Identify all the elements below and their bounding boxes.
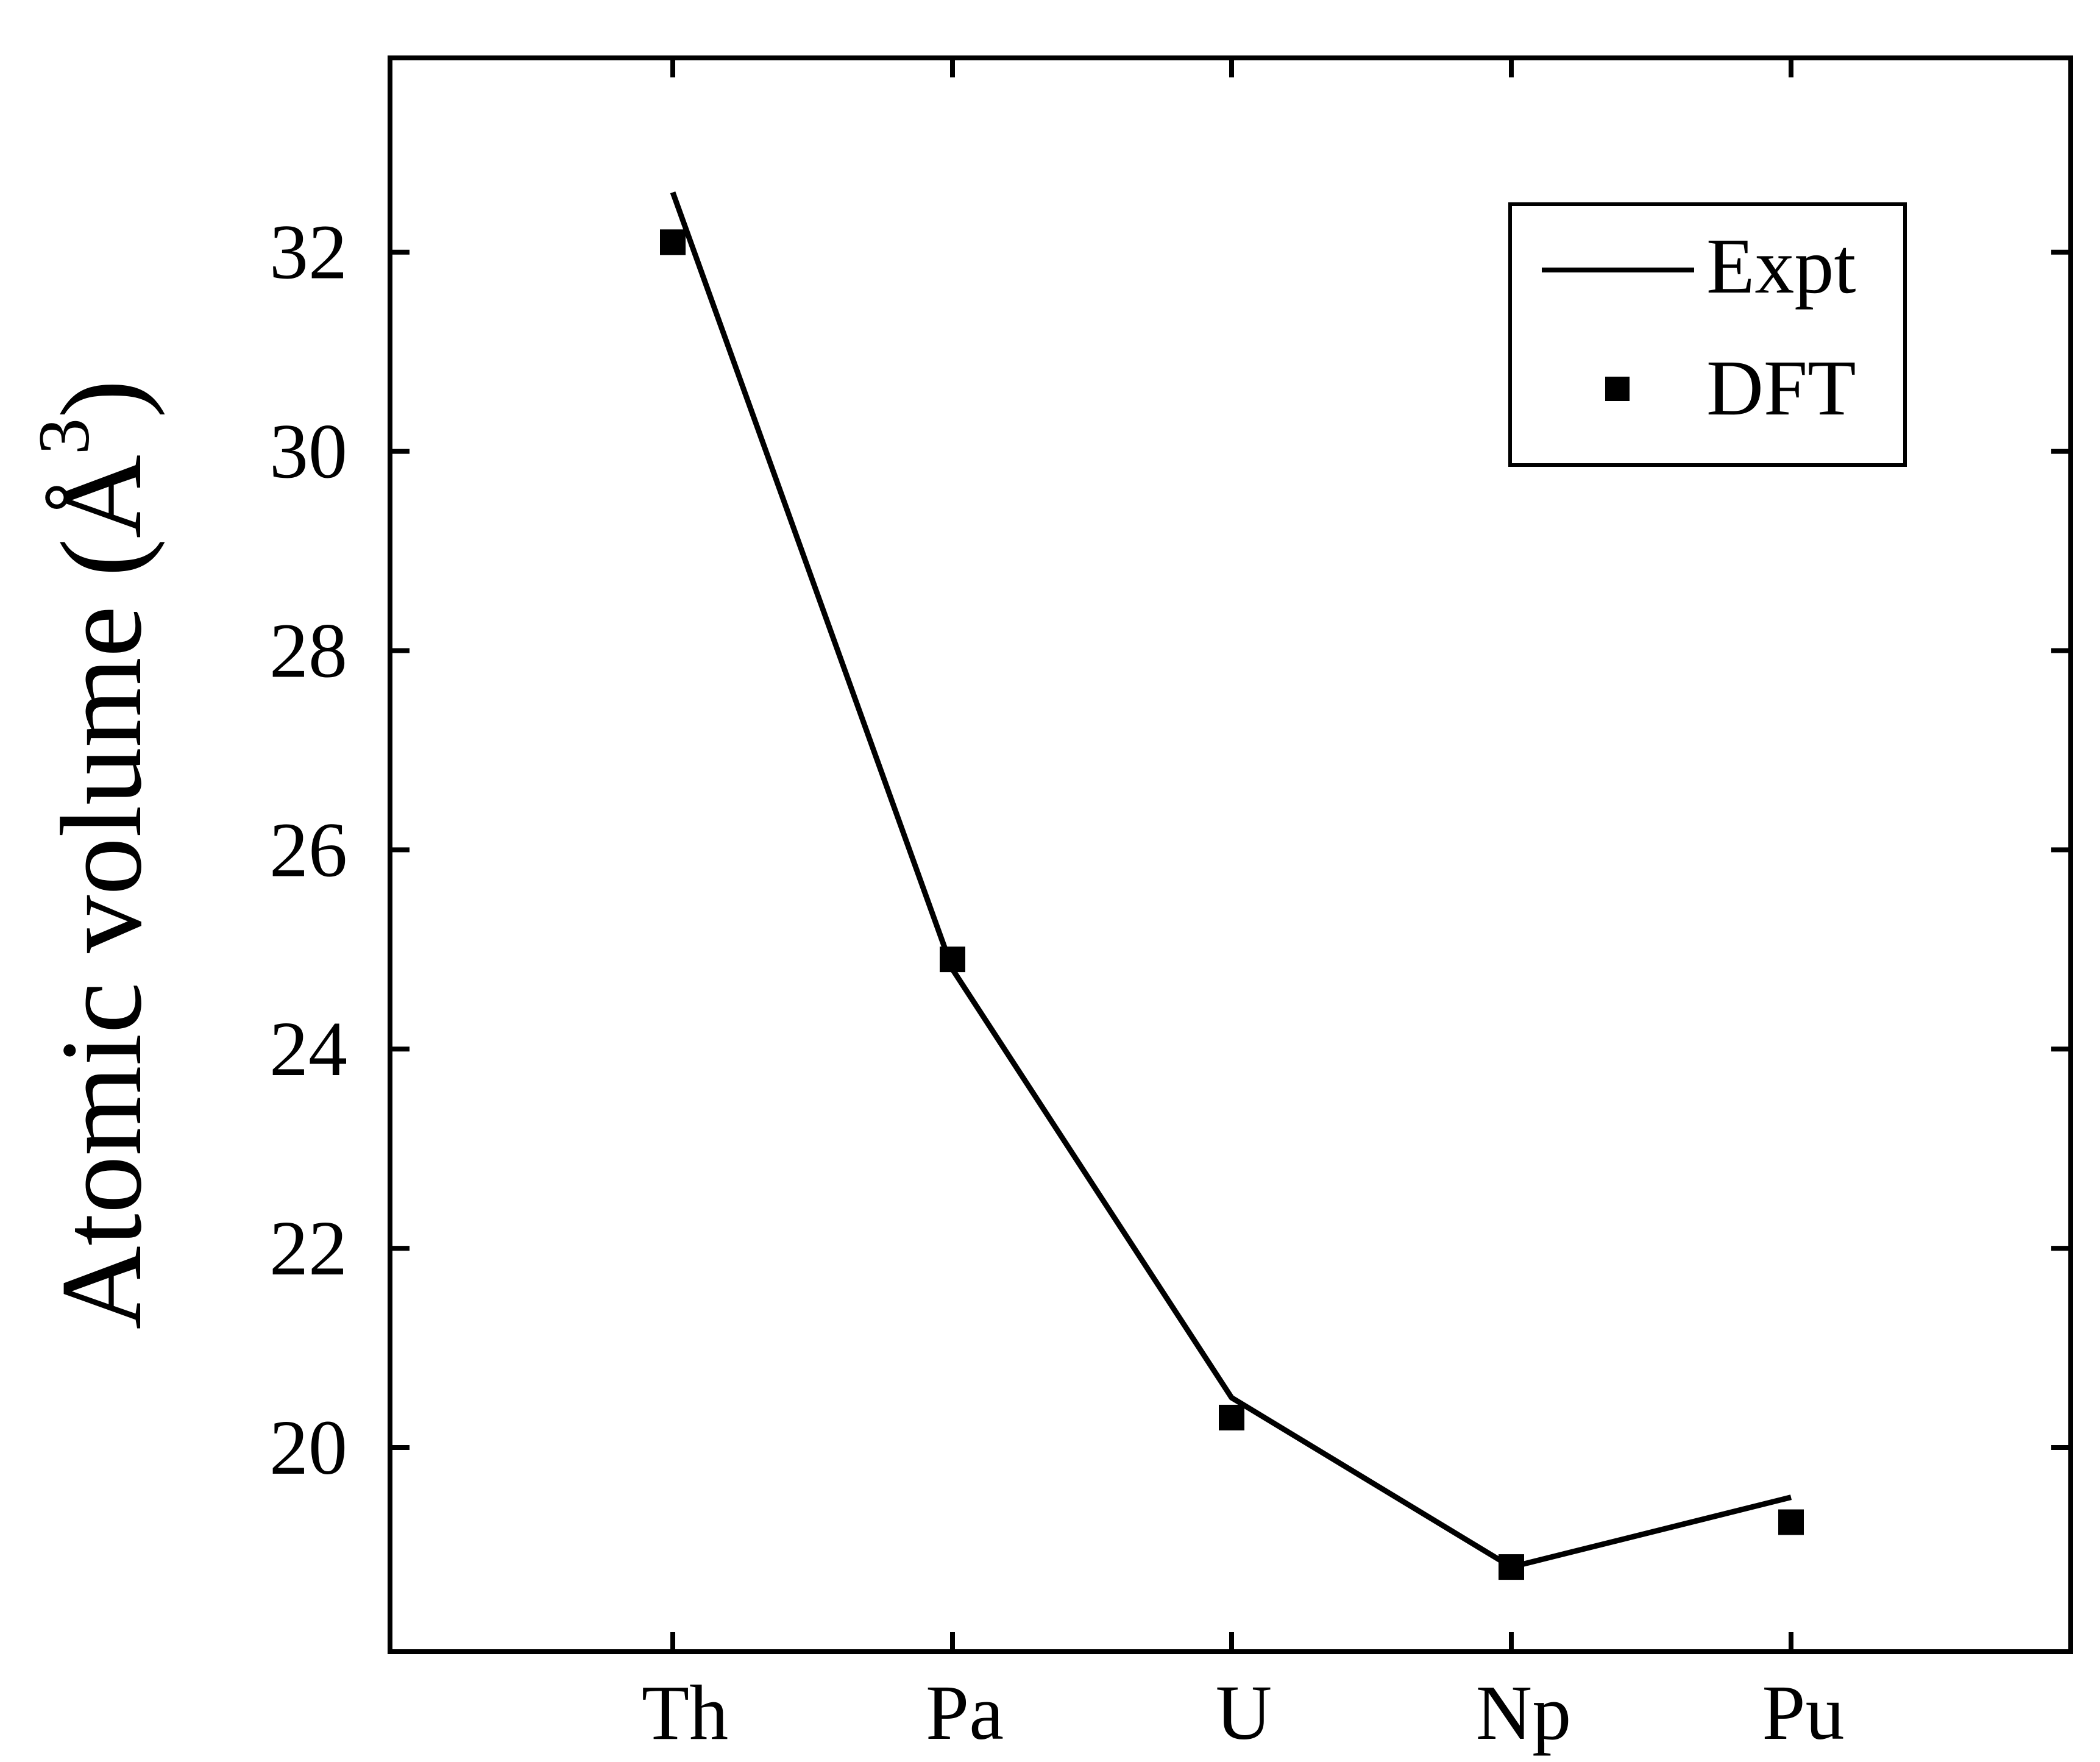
x-tick-label: Th <box>642 1669 728 1756</box>
series-line-expt <box>670 191 1792 1570</box>
x-tick-label: Np <box>1476 1669 1571 1756</box>
data-point-dft <box>1219 1404 1244 1430</box>
y-tick-label: 26 <box>269 806 347 893</box>
y-tick-label: 28 <box>269 607 347 694</box>
y-axis-label-superscript: 3 <box>23 418 104 455</box>
legend-marker-swatch <box>1605 377 1630 401</box>
y-tick-label: 24 <box>269 1006 347 1092</box>
y-axis-ticks: 20 22 24 26 28 30 32 <box>269 209 2071 1491</box>
y-tick-label: 22 <box>269 1205 347 1291</box>
legend-label-dft: DFT <box>1706 344 1856 432</box>
y-axis-label: Atomic volume (Å3) <box>23 380 166 1330</box>
x-tick-label: Pu <box>1762 1669 1844 1756</box>
data-point-dft <box>1778 1509 1804 1535</box>
series-layer <box>660 191 1804 1580</box>
data-point-dft <box>660 229 686 255</box>
x-axis-ticks: Th Pa U Np Pu <box>642 58 1845 1756</box>
legend-box <box>1508 202 1907 467</box>
y-tick-label: 20 <box>269 1404 347 1491</box>
y-axis-label-text: Atomic volume (Å <box>38 455 166 1329</box>
y-tick-label: 32 <box>269 209 347 296</box>
y-axis-label-suffix: ) <box>38 380 166 418</box>
data-point-dft <box>940 947 965 973</box>
y-tick-label: 30 <box>269 408 347 495</box>
x-tick-label: Pa <box>926 1669 1004 1756</box>
x-tick-label: U <box>1216 1669 1272 1756</box>
data-point-dft <box>1499 1554 1524 1580</box>
legend: Expt DFT <box>1508 202 1907 467</box>
legend-label-expt: Expt <box>1706 222 1856 310</box>
